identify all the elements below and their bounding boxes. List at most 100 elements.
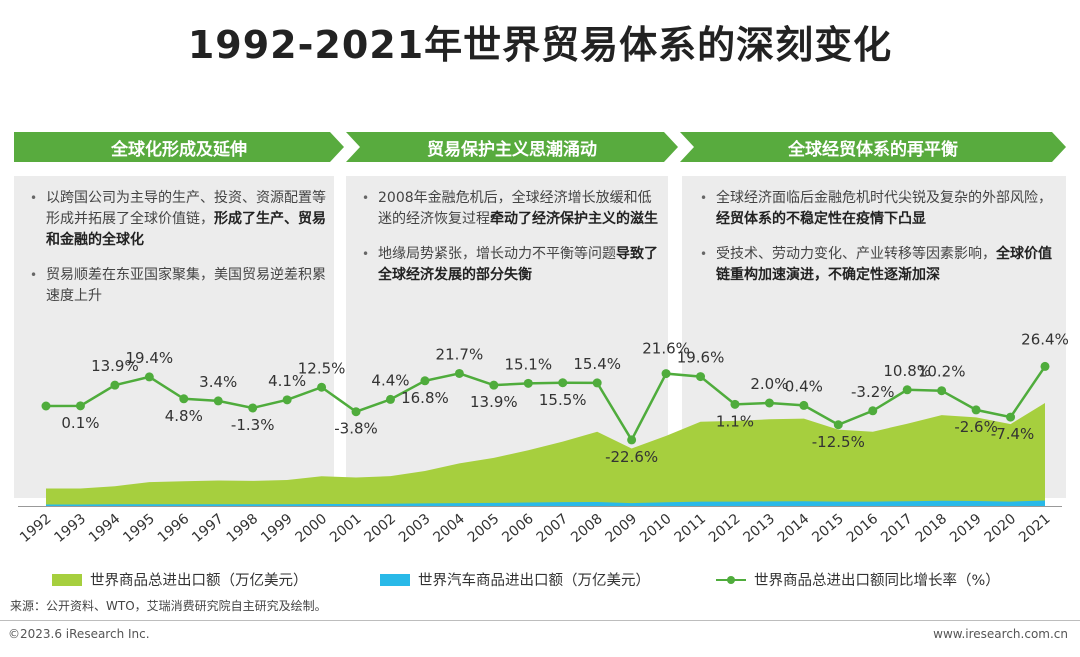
x-tick-label: 1997 [189, 511, 227, 546]
growth-point [696, 372, 706, 382]
x-tick-label: 2003 [396, 511, 434, 546]
data-label: 15.4% [573, 355, 621, 373]
data-label: -2.6% [954, 418, 998, 436]
phase-bullets-1: • 以跨国公司为主导的生产、投资、资源配置等形成并拓展了全球价值链，形成了生产、贸… [30, 188, 328, 321]
data-label: 0.1% [61, 414, 99, 432]
data-label: 13.9% [470, 393, 518, 411]
legend-label: 世界商品总进出口额（万亿美元） [90, 573, 308, 589]
growth-point [971, 405, 981, 415]
data-label: -7.4% [991, 425, 1035, 443]
footer-divider [0, 620, 1080, 621]
x-tick-label: 1998 [224, 511, 262, 546]
x-tick-label: 2015 [809, 511, 847, 546]
growth-point [902, 385, 912, 395]
footer-url: www.iresearch.com.cn [933, 627, 1068, 641]
phase-banner-label: 贸易保护主义思潮涌动 [427, 139, 597, 160]
legend-swatch-light-green [52, 573, 82, 586]
phase-panel-1 [14, 176, 334, 498]
data-label: 2.0% [750, 375, 788, 393]
x-tick-label: 2002 [361, 511, 399, 546]
bullet-dot-icon: • [30, 268, 38, 282]
legend-label: 世界汽车商品进出口额（万亿美元） [418, 573, 650, 589]
x-tick-label: 2020 [982, 511, 1020, 546]
phase-banner-2: 贸易保护主义思潮涌动 [346, 132, 678, 162]
data-label: 10.8% [883, 362, 931, 380]
bullet-text: 贸易顺差在东亚国家聚集，美国贸易逆差积累速度上升 [46, 267, 326, 304]
x-tick-label: 2016 [844, 511, 882, 546]
footer-copyright: ©2023.6 iResearch Inc. [8, 627, 150, 641]
x-tick-label: 1999 [258, 511, 296, 546]
phase-banner-label: 全球经贸体系的再平衡 [788, 139, 958, 160]
growth-line [45, 365, 1047, 443]
growth-point [351, 407, 361, 417]
x-tick-label: 2005 [465, 511, 503, 546]
data-label: 19.4% [126, 349, 174, 367]
x-tick-label: 2009 [603, 511, 641, 546]
bullet-item: • 受技术、劳动力变化、产业转移等因素影响，全球价值链重构加速演进，不确定性逐渐加… [700, 244, 1062, 286]
data-label: 15.1% [504, 355, 552, 373]
data-label: 21.7% [436, 345, 484, 363]
growth-point [937, 386, 947, 396]
x-tick-label: 2019 [947, 511, 985, 546]
x-tick-label: 2007 [534, 511, 572, 546]
bullet-dot-icon: • [362, 191, 370, 205]
bullet-item: • 2008年金融危机后，全球经济增长放缓和低迷的经济恢复过程牵动了经济保护主义的… [362, 188, 660, 230]
growth-point [385, 394, 395, 404]
page-title: 1992-2021年世界贸易体系的深刻变化 [187, 23, 893, 67]
bullet-item: • 地缘局势紧张，增长动力不平衡等问题导致了全球经济发展的部分失衡 [362, 244, 660, 286]
x-tick-label: 2000 [293, 511, 331, 546]
x-tick-label: 2014 [775, 511, 813, 546]
bullet-dot-icon: • [30, 191, 38, 205]
x-tick-label: 2010 [637, 511, 675, 546]
phase-banner-label: 全球化形成及延伸 [111, 139, 247, 160]
data-label: 0.4% [785, 377, 823, 395]
growth-point [75, 401, 85, 411]
growth-point [454, 368, 464, 378]
x-tick-label: 1996 [155, 511, 193, 546]
legend-label: 世界商品总进出口额同比增长率（%） [754, 573, 1000, 589]
data-label: 3.4% [199, 373, 237, 391]
data-label: -1.3% [231, 416, 275, 434]
area-auto-trade [46, 500, 1045, 506]
x-tick-label: 1992 [17, 511, 55, 546]
legend-item-growth-rate: 世界商品总进出口额同比增长率（%） [716, 569, 1000, 590]
growth-point [1006, 412, 1016, 422]
growth-point [110, 380, 120, 390]
x-tick-label: 2021 [1016, 511, 1054, 546]
source-note: 来源：公开资料、WTO，艾瑞消费研究院自主研究及绘制。 [10, 599, 327, 613]
bullet-text: 以跨国公司为主导的生产、投资、资源配置等形成并拓展了全球价值链，形成了生产、贸易… [46, 190, 326, 248]
data-label: 13.9% [91, 357, 139, 375]
growth-point [282, 395, 292, 405]
data-label: 4.4% [371, 371, 409, 389]
growth-point [799, 400, 809, 410]
bullet-text: 2008年金融危机后，全球经济增长放缓和低迷的经济恢复过程牵动了经济保护主义的滋… [378, 190, 658, 227]
data-label: -3.8% [334, 420, 378, 438]
growth-point [661, 369, 671, 379]
x-tick-label: 2008 [568, 511, 606, 546]
bullet-dot-icon: • [362, 247, 370, 261]
x-tick-label: 2006 [499, 511, 537, 546]
x-tick-label: 2018 [913, 511, 951, 546]
legend-line-marker-icon [716, 573, 746, 587]
growth-point [489, 380, 499, 390]
data-label: 4.8% [165, 407, 203, 425]
growth-point [420, 376, 430, 386]
growth-point [868, 406, 878, 416]
growth-point [1040, 361, 1050, 371]
data-label: 21.6% [642, 340, 690, 358]
area-total-trade [46, 403, 1045, 506]
phase-banner-3: 全球经贸体系的再平衡 [680, 132, 1066, 162]
growth-point [730, 399, 740, 409]
legend-item-auto-trade: 世界汽车商品进出口额（万亿美元） [380, 569, 650, 590]
data-label: -12.5% [812, 433, 865, 451]
bullet-item: • 全球经济面临后金融危机时代尖锐及复杂的外部风险，经贸体系的不稳定性在疫情下凸显 [700, 188, 1062, 230]
x-tick-label: 2004 [430, 511, 468, 546]
growth-point [833, 420, 843, 430]
phase-bullets-2: • 2008年金融危机后，全球经济增长放缓和低迷的经济恢复过程牵动了经济保护主义的… [362, 188, 660, 300]
phase-banner-1: 全球化形成及延伸 [14, 132, 344, 162]
growth-point [592, 378, 602, 388]
bullet-dot-icon: • [700, 247, 708, 261]
x-tick-label: 1995 [120, 511, 158, 546]
legend-item-total-trade: 世界商品总进出口额（万亿美元） [52, 569, 308, 590]
legend-swatch-cyan [380, 573, 410, 586]
